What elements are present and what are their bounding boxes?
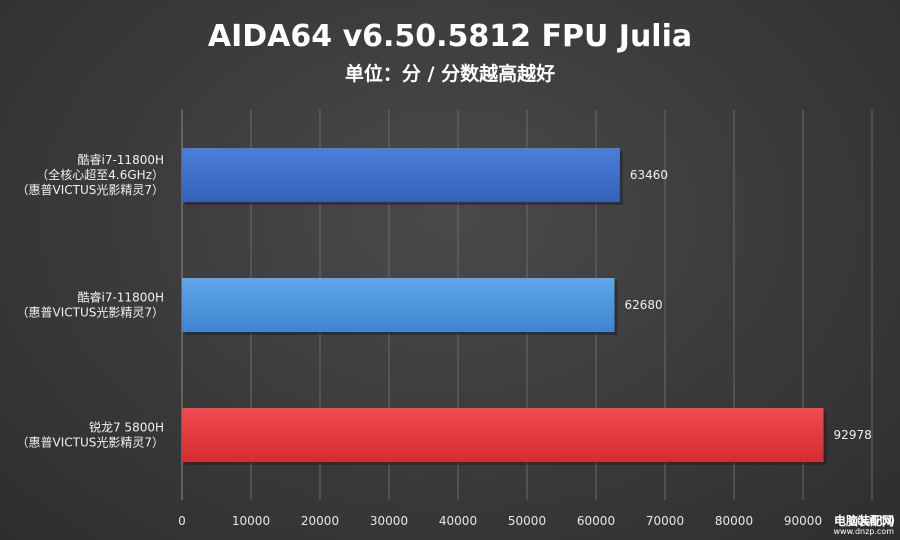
- category-label: 锐龙7 5800H: [89, 421, 164, 435]
- category-label: （全核心超至4.6GHz）: [36, 167, 164, 182]
- category-label: 酷睿i7-11800H: [78, 290, 165, 305]
- category-label: （惠普VICTUS光影精灵7）: [17, 306, 165, 320]
- data-label: 62680: [624, 298, 662, 312]
- x-tick-label: 10000: [232, 514, 270, 528]
- x-tick-label: 30000: [370, 514, 408, 528]
- bar: [182, 278, 615, 332]
- data-label: 63460: [630, 168, 668, 182]
- x-tick-label: 90000: [784, 514, 822, 528]
- watermark-text: 电脑装配网: [833, 514, 894, 528]
- x-tick-label: 0: [178, 514, 186, 528]
- x-tick-label: 70000: [646, 514, 684, 528]
- x-tick-label: 20000: [301, 514, 339, 528]
- x-tick-label: 40000: [439, 514, 477, 528]
- x-tick-label: 100000: [849, 514, 895, 528]
- x-tick-label: 50000: [508, 514, 546, 528]
- category-label: （惠普VICTUS光影精灵7）: [17, 436, 165, 450]
- category-label: 酷睿i7-11800H: [78, 152, 165, 167]
- data-label: 92978: [834, 428, 872, 442]
- plot-area: 0 10000 20000 30000 40000 50000 60000 70000 8000…: [17, 110, 895, 528]
- bar: [182, 148, 620, 202]
- category-label: （惠普VICTUS光影精灵7）: [17, 183, 165, 197]
- watermark: 电脑装配网 www.dnzp.com: [834, 515, 895, 536]
- x-tick-label: 60000: [577, 514, 615, 528]
- x-tick-label: 80000: [715, 514, 753, 528]
- bar: [182, 408, 824, 462]
- watermark-url: www.dnzp.com: [833, 527, 895, 536]
- chart-subtitle: 单位：分 / 分数越高越好: [345, 62, 555, 85]
- chart-title: AIDA64 v6.50.5812 FPU Julia: [208, 19, 692, 54]
